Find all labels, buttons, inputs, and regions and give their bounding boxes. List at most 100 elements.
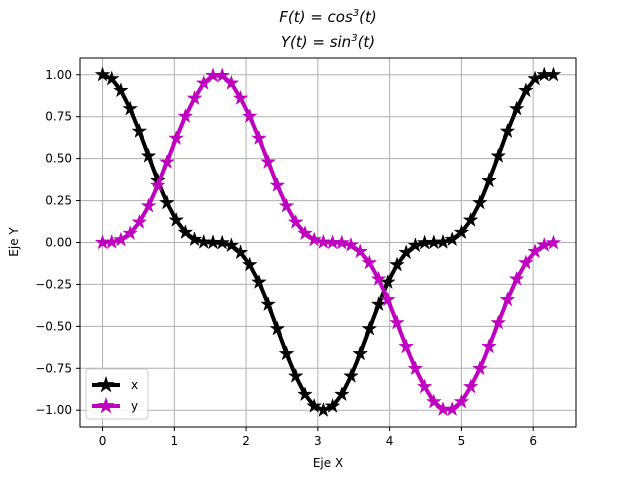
y-tick-label-2: −0.50 — [35, 319, 72, 333]
x-tick-label-4: 4 — [386, 434, 394, 448]
series-layer — [94, 66, 562, 417]
series-y-point-35 — [416, 378, 433, 394]
series-y-point-27 — [343, 236, 359, 252]
series-y-point-32 — [389, 314, 405, 330]
chart-title: F(t) = cos3(t) Y(t) = sin3(t) — [279, 8, 377, 51]
series-x-point-26 — [333, 386, 350, 402]
series-x-point-28 — [352, 345, 369, 361]
series-y-point-25 — [324, 234, 341, 250]
series-y-point-7 — [159, 153, 175, 169]
series-y-point-34 — [407, 360, 424, 376]
series-x-point-47 — [527, 70, 543, 86]
series-y-point-22 — [297, 225, 313, 241]
series-x-point-46 — [517, 82, 534, 98]
y-tick-label-3: −0.25 — [35, 277, 72, 291]
series-x-point-45 — [508, 100, 525, 116]
x-tick-label-0: 0 — [99, 434, 107, 448]
series-x-point-31 — [379, 273, 396, 289]
series-y-point-23 — [306, 231, 323, 247]
series-x-point-40 — [462, 211, 479, 227]
series-x-point-34 — [407, 237, 424, 253]
series-y-point-5 — [140, 197, 157, 213]
series-x-point-23 — [306, 397, 323, 413]
x-tick-label-6: 6 — [529, 434, 537, 448]
series-x-point-17 — [251, 273, 267, 289]
series-x-point-25 — [324, 397, 341, 413]
y-tick-label-4: 0.00 — [45, 236, 72, 250]
legend: x y — [85, 368, 149, 420]
series-x-point-16 — [241, 256, 258, 272]
series-y-point-40 — [462, 378, 479, 394]
y-tick-label-6: 0.50 — [45, 152, 72, 166]
series-y-point-8 — [168, 130, 185, 146]
series-x-point-42 — [481, 172, 497, 188]
series-y-point-33 — [398, 338, 415, 354]
series-y-point-36 — [425, 393, 442, 409]
series-x-point-22 — [297, 386, 313, 402]
series-x-point-43 — [490, 147, 507, 163]
y-tick-label-1: −0.75 — [35, 361, 72, 375]
x-tick-label-2: 2 — [242, 434, 250, 448]
series-x-point-8 — [168, 211, 185, 227]
series-y-point-42 — [481, 338, 497, 354]
series-y-point-24 — [315, 233, 332, 249]
series-x-point-18 — [260, 296, 277, 312]
series-y-point-4 — [131, 213, 148, 229]
series-x-point-12 — [205, 234, 221, 250]
series-y-point-21 — [287, 213, 304, 229]
series-x-point-9 — [177, 224, 194, 240]
chart-title-line-2: Y(t) = sin3(t) — [281, 33, 375, 51]
series-x-point-4 — [131, 122, 148, 139]
x-tick-label-5: 5 — [458, 434, 466, 448]
legend-label-x: x — [131, 378, 138, 392]
x-axis: 0 1 2 3 4 5 6 — [99, 427, 537, 448]
series-x-point-3 — [122, 100, 139, 116]
series-y-point-26 — [333, 234, 350, 250]
series-x-point-10 — [186, 231, 203, 247]
series-x-point-32 — [389, 256, 405, 272]
x-tick-label-1: 1 — [170, 434, 178, 448]
series-y-point-43 — [490, 314, 507, 330]
chart-title-line-1: F(t) = cos3(t) — [279, 8, 377, 26]
legend-label-y: y — [131, 399, 138, 413]
series-y-point-46 — [517, 254, 534, 270]
series-x-point-21 — [287, 367, 304, 383]
series-x-point-44 — [499, 122, 516, 139]
series-y-point-20 — [278, 197, 295, 213]
y-axis: −1.00 −0.75 −0.50 −0.25 0.00 0.25 0.50 0.75 1.00 — [35, 68, 80, 417]
series-y-point-44 — [499, 291, 516, 307]
series-x-point-29 — [361, 320, 378, 336]
y-tick-label-7: 0.75 — [45, 110, 72, 124]
y-tick-label-8: 1.00 — [45, 68, 72, 82]
series-x-point-7 — [159, 194, 175, 210]
legend-marker-y — [97, 396, 115, 414]
series-y-point-19 — [269, 177, 286, 193]
series-x-point-5 — [140, 147, 157, 163]
series-y-point-17 — [251, 130, 267, 146]
series-x-point-19 — [269, 320, 286, 336]
series-x-point-49 — [545, 66, 562, 82]
y-axis-label: Eje Y — [7, 227, 21, 257]
series-x-point-13 — [214, 234, 231, 250]
series-y-point-28 — [352, 243, 369, 259]
series-y-point-30 — [370, 270, 387, 286]
series-y-point-14 — [223, 74, 240, 90]
series-y-point-45 — [508, 270, 525, 286]
series-y-point-29 — [361, 254, 378, 270]
series-y-point-18 — [260, 153, 277, 169]
series-x-point-0 — [94, 66, 111, 82]
series-y-point-6 — [149, 177, 166, 193]
series-x-point-27 — [343, 367, 359, 383]
series-x-point-2 — [113, 82, 129, 98]
series-x-point-14 — [223, 237, 240, 253]
series-x-point-41 — [471, 194, 488, 210]
series-y-point-39 — [453, 393, 470, 409]
series-x-point-30 — [370, 296, 387, 312]
series-y-point-9 — [177, 108, 194, 124]
series-y-point-10 — [186, 89, 203, 105]
series-x-point-37 — [435, 233, 451, 249]
series-y-point-13 — [214, 67, 231, 83]
series-y-point-15 — [232, 89, 249, 105]
